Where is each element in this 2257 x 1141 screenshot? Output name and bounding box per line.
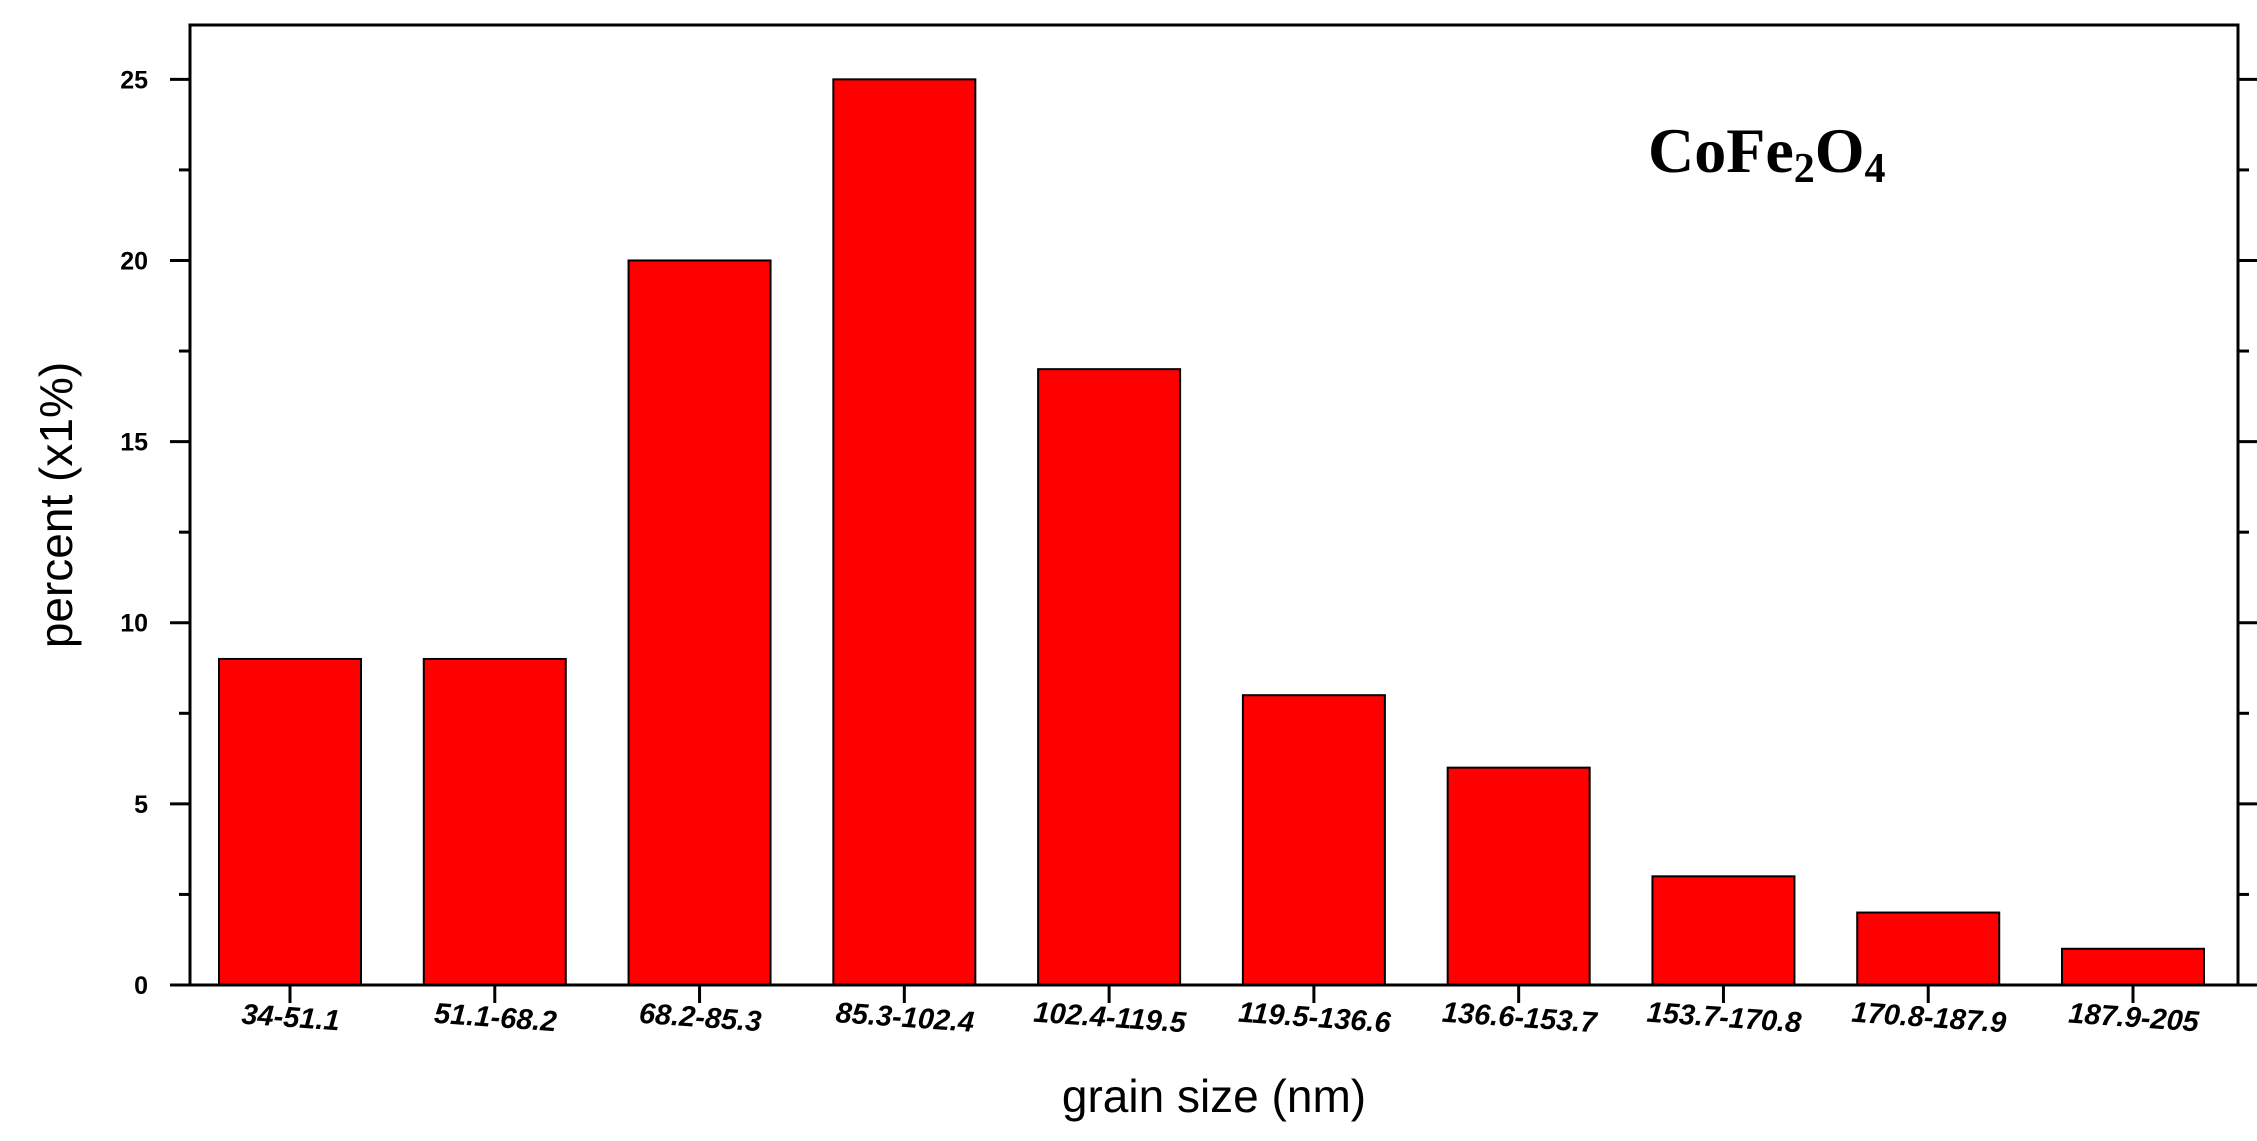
y-axis	[170, 77, 2257, 987]
x-tick-label: 119.5-136.6	[1237, 997, 1392, 1040]
compound-formula-label: CoFe2O4	[1648, 115, 1886, 192]
formula-subscript: 2	[1794, 146, 1815, 192]
x-tick-label: 85.3-102.4	[835, 997, 976, 1039]
y-tick-label: 20	[120, 247, 148, 275]
x-tick-label: 34-51.1	[240, 999, 340, 1038]
bar-119.5-136.6	[1241, 694, 1386, 986]
bar-68.2-85.3	[627, 259, 772, 987]
bar-102.4-119.5	[1037, 368, 1182, 986]
bar-34-51.1	[218, 657, 362, 987]
bars-group	[218, 78, 2205, 987]
bar-85.3-102.4	[832, 78, 977, 987]
x-axis-ticks: 34-51.1 51.1-68.2 68.2-85.3 85.3-102.4 102.4…	[240, 985, 2201, 1040]
x-tick-label: 68.2-85.3	[638, 998, 762, 1038]
y-tick-label: 15	[120, 429, 148, 457]
y-tick-label: 25	[120, 66, 148, 94]
bar-51.1-68.2	[422, 657, 567, 987]
y-axis-title: percent (x1%)	[30, 362, 82, 648]
y-tick-label: 0	[134, 972, 148, 1000]
y-tick-label: 5	[134, 791, 148, 819]
bar-153.7-170.8	[1651, 875, 1796, 986]
bar-136.6-153.7	[1446, 766, 1591, 986]
y-tick-label: 10	[120, 610, 148, 638]
formula-text: CoFe	[1648, 115, 1794, 186]
formula-text: O	[1815, 115, 1865, 186]
plot-frame	[188, 23, 2240, 987]
x-tick-label: 102.4-119.5	[1032, 997, 1187, 1040]
x-tick-label: 51.1-68.2	[433, 998, 557, 1038]
bar-170.8-187.9	[1856, 911, 2001, 987]
formula-subscript: 4	[1865, 146, 1886, 192]
x-tick-label: 153.7-170.8	[1646, 997, 1804, 1040]
x-tick-label: 170.8-187.9	[1851, 997, 2008, 1040]
x-tick-label: 136.6-153.7	[1441, 997, 1600, 1040]
x-tick-label: 187.9-205	[2067, 998, 2200, 1039]
x-axis-title: grain size (nm)	[1062, 1070, 1366, 1122]
bar-187.9-205	[2061, 947, 2205, 986]
y-axis-ticks: 0 5 10 15 20 25	[120, 66, 2257, 1000]
